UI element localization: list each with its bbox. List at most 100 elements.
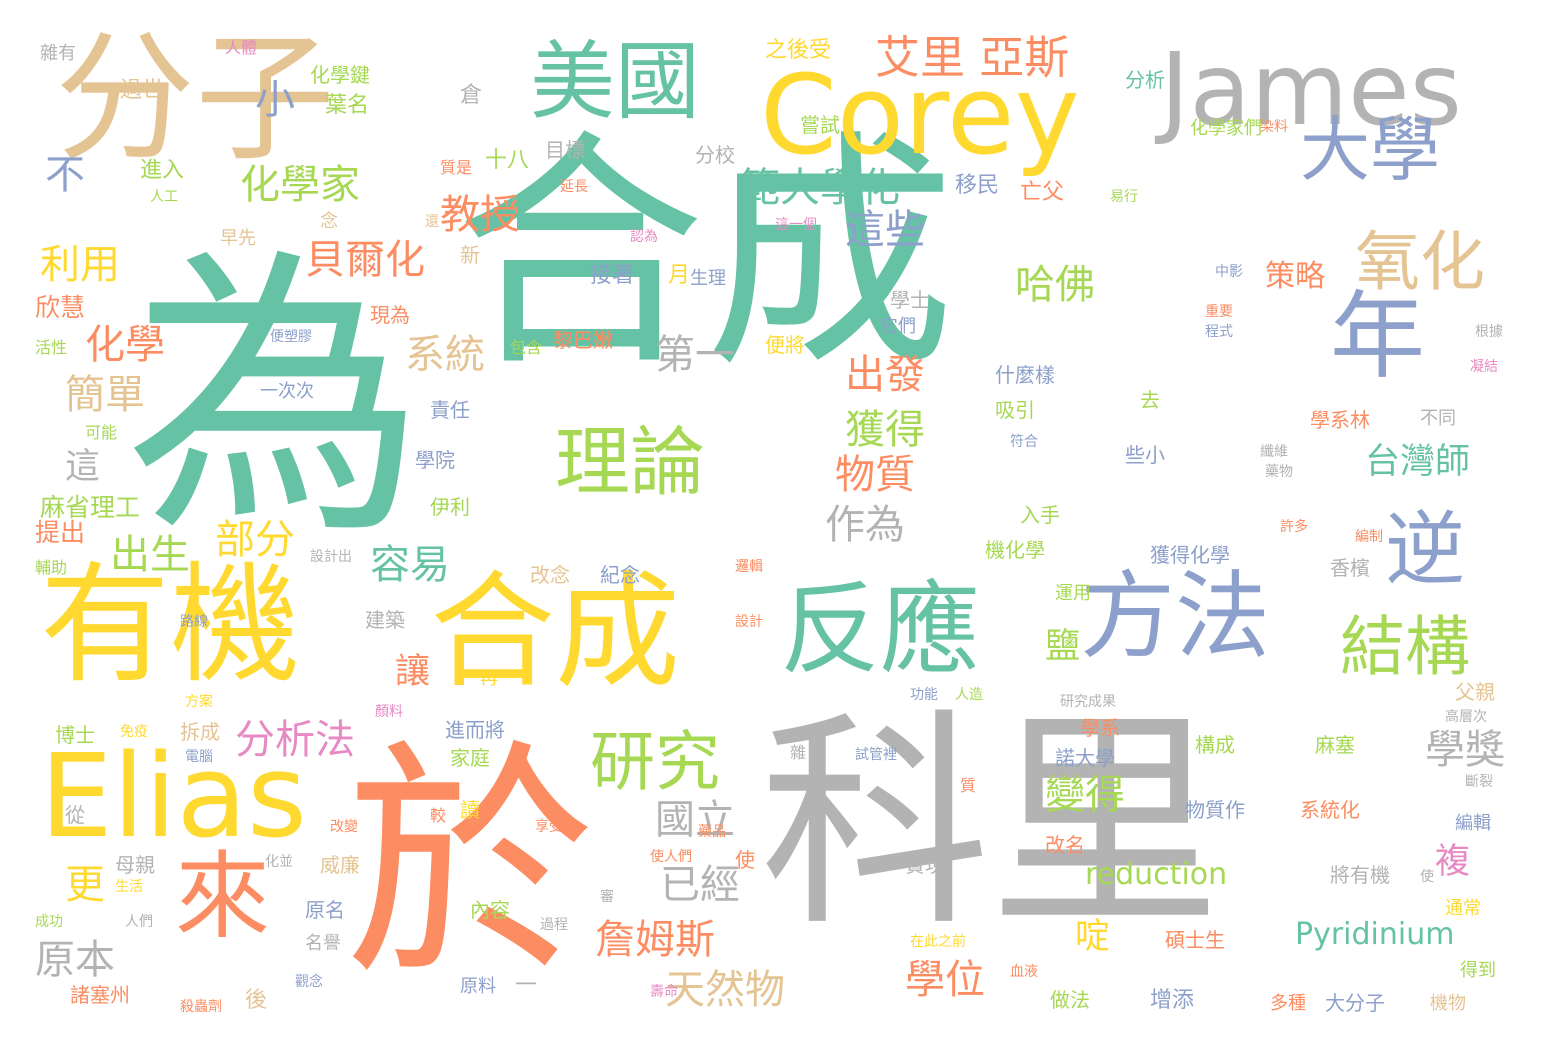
cloud-word: 原名 [305,898,345,922]
cloud-word: 結構 [1340,610,1471,685]
cloud-word: 諾大學 [1055,746,1115,770]
cloud-word: 不同 [1420,408,1456,429]
cloud-word: 研究成果 [1060,694,1116,710]
cloud-word: 伊利 [430,495,470,519]
cloud-word: 路線 [180,614,208,630]
cloud-word: 來 [175,842,271,952]
cloud-word: 通常 [1445,898,1481,919]
cloud-word: 改名 [1045,833,1085,857]
cloud-word: 大學 [1300,109,1440,191]
cloud-word: 藥物 [1265,464,1293,480]
cloud-word: 功能 [910,687,938,703]
cloud-word: Pyridinium [1295,917,1455,952]
cloud-word: 改念 [530,563,570,587]
cloud-word: 機物 [1430,993,1466,1014]
cloud-word: 殺蟲劑 [180,999,222,1015]
cloud-word: 這一個 [775,217,817,233]
cloud-word: 原本 [35,937,115,983]
cloud-word: reduction [1085,857,1228,892]
cloud-word: 活性 [35,338,68,357]
cloud-word: 重要 [1205,304,1233,320]
cloud-word: 國立 [655,797,735,843]
cloud-word: 研究 [590,725,721,800]
cloud-word: 試管裡 [855,747,897,763]
cloud-word: 較 [430,806,447,825]
cloud-word: 人造 [955,687,983,703]
cloud-word: 增添 [1150,988,1195,1013]
cloud-word: 學系 [1080,716,1120,740]
cloud-word: 凝結 [1470,359,1498,375]
cloud-word: 複 [1435,842,1471,882]
cloud-word: 中影 [1215,264,1243,280]
cloud-word: 去 [1140,388,1160,412]
cloud-word: 之後受 [765,38,832,63]
cloud-word: 拆成 [180,720,220,744]
cloud-word: 作為 [825,502,905,548]
cloud-word: 過程 [540,917,568,933]
cloud-word: 獲得化學 [1150,543,1230,567]
cloud-word: 詹姆斯 [595,917,715,963]
cloud-word: 策略 [1265,259,1325,294]
cloud-word: 十八 [485,148,530,173]
cloud-word: 念 [320,211,338,232]
cloud-word: Elias [40,730,307,864]
cloud-word: 輔助 [35,558,68,577]
cloud-word: 天然物 [665,967,785,1013]
cloud-word: 血液 [1010,964,1038,980]
cloud-word: 系統化 [1300,798,1360,822]
cloud-word: 可能 [85,423,118,442]
cloud-word: 設計 [735,614,763,630]
cloud-word: 新 [460,243,480,267]
cloud-word: 合成 [455,109,955,400]
cloud-word: 讓 [395,652,431,692]
cloud-word: 享受 [535,819,563,835]
cloud-word: 編制 [1355,529,1383,545]
cloud-word: 為 [125,225,425,574]
cloud-word: 葉名 [325,93,370,118]
cloud-word: 分析 [1125,68,1165,92]
cloud-word: 諸塞州 [70,983,130,1007]
cloud-word: 構成 [1195,733,1235,757]
cloud-word: 一 [515,973,538,998]
cloud-word: 月 [668,263,691,288]
cloud-word: 斷裂 [1465,774,1493,790]
cloud-word: 艾里 亞斯 [875,31,1070,84]
cloud-word: Corey [760,51,1080,179]
cloud-word: 出生 [110,532,190,578]
cloud-word: 分析法 [235,717,355,763]
cloud-word: 延長 [560,179,588,195]
cloud-word: 做法 [1050,988,1090,1012]
cloud-word: 麻省理工 [40,493,141,522]
cloud-word: 化學家們 [1190,118,1262,139]
cloud-word: 改變 [330,819,358,835]
cloud-word: 容易 [370,542,450,588]
cloud-word: 提出 [35,518,86,547]
cloud-word: 化並 [265,854,293,870]
cloud-word: 一次次 [260,381,314,402]
cloud-word: 父親 [1455,680,1495,704]
cloud-word: 機化學 [985,538,1045,562]
cloud-word: 名譽 [305,933,341,954]
cloud-word: 欣慧 [35,293,86,322]
cloud-word: 這 [65,447,101,487]
cloud-word: 亡父 [1020,180,1065,205]
cloud-word: 博士 [55,723,95,747]
cloud-word: 大分子 [1325,991,1385,1015]
cloud-word: 使 [1420,869,1434,885]
cloud-word: 簡單 [65,372,145,418]
cloud-word: 審 [600,889,614,905]
cloud-word: 更 [65,862,105,908]
cloud-word: 美國 [530,33,701,132]
cloud-word: 進入 [140,158,185,183]
cloud-word: 台灣師 [1365,442,1471,482]
cloud-word: 它們 [880,316,916,337]
cloud-word: 學位 [905,957,985,1003]
cloud-word: 還 [425,214,439,230]
cloud-word: 雜有 [40,43,76,64]
cloud-word: 人體 [225,38,258,57]
cloud-word: 化學 [85,322,165,368]
cloud-word: 物質 [835,452,915,498]
cloud-word: 麻塞 [1315,733,1355,757]
cloud-word: 系統 [405,332,485,378]
